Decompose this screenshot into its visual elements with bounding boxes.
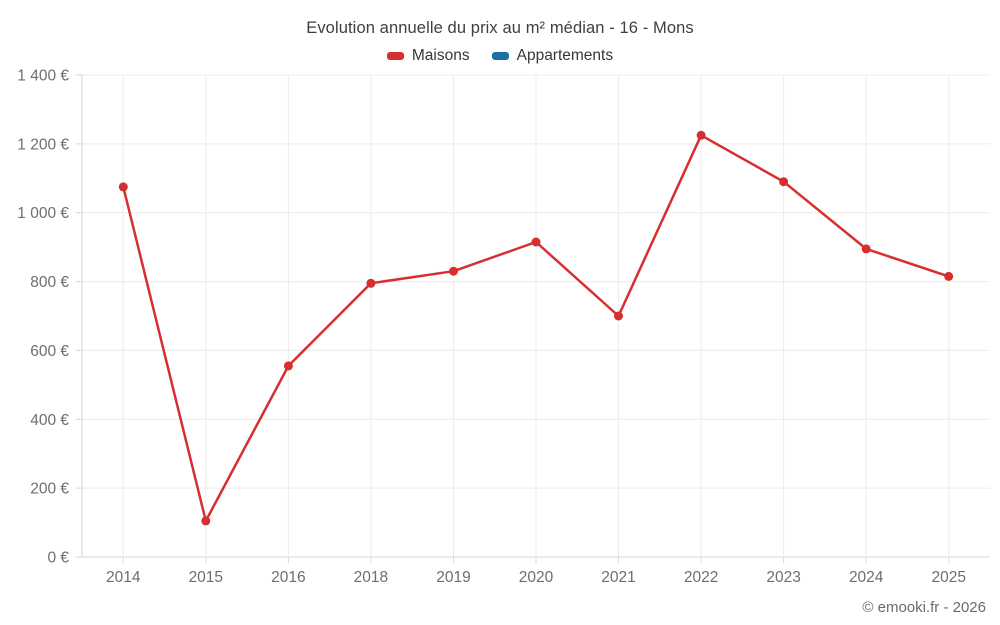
- y-tick-label: 600 €: [30, 343, 69, 360]
- x-tick-label: 2016: [271, 569, 305, 586]
- copyright-footer: © emooki.fr - 2026: [862, 599, 986, 616]
- series-point-maisons-2025[interactable]: [944, 271, 954, 281]
- series-point-maisons-2014[interactable]: [118, 182, 128, 192]
- series-point-maisons-2015[interactable]: [201, 516, 211, 526]
- y-tick-label: 800 €: [30, 274, 69, 291]
- x-tick-label: 2020: [519, 569, 554, 586]
- series-point-maisons-2021[interactable]: [614, 311, 623, 321]
- legend-item-maisons[interactable]: Maisons: [386, 47, 470, 65]
- legend-label-maisons: Maisons: [411, 47, 470, 64]
- x-tick-label: 2015: [189, 569, 223, 586]
- y-tick-label: 400 €: [30, 412, 69, 429]
- series-point-maisons-2022[interactable]: [696, 130, 706, 140]
- series-point-maisons-2024[interactable]: [861, 244, 871, 254]
- x-tick-label: 2021: [601, 569, 635, 586]
- y-tick-label: 1 400 €: [17, 68, 69, 85]
- x-tick-label: 2014: [106, 569, 141, 586]
- y-tick-label: 1 200 €: [17, 136, 69, 153]
- legend-swatch-maisons-icon: [386, 52, 404, 60]
- series-point-maisons-2023[interactable]: [779, 177, 789, 187]
- x-tick-label: 2018: [354, 569, 388, 586]
- y-tick-label: 200 €: [30, 481, 69, 498]
- x-tick-label: 2024: [849, 569, 884, 586]
- series-point-maisons-2020[interactable]: [531, 237, 541, 247]
- legend: Maisons Appartements: [0, 45, 1000, 67]
- series-point-maisons-2019[interactable]: [449, 266, 458, 276]
- gridlines: [76, 74, 990, 563]
- y-tick-label: 1 000 €: [17, 205, 69, 222]
- y-tick-label: 0 €: [47, 550, 69, 567]
- chart-title: Evolution annuelle du prix au m² médian …: [306, 19, 694, 37]
- x-tick-label: 2019: [436, 569, 470, 586]
- legend-swatch-appartements-icon: [491, 52, 509, 60]
- x-tick-label: 2025: [931, 569, 965, 586]
- legend-item-appartements[interactable]: Appartements: [491, 47, 614, 65]
- x-tick-label: 2023: [766, 569, 800, 586]
- series-point-maisons-2016[interactable]: [283, 361, 293, 371]
- axis-labels: 0 € 200 € 400 € 600 € 800 € 1 000 € 1 200 € 1 4…: [17, 68, 966, 587]
- x-tick-label: 2022: [684, 569, 718, 586]
- legend-label-appartements: Appartements: [516, 47, 614, 64]
- series-point-maisons-2018[interactable]: [366, 278, 376, 288]
